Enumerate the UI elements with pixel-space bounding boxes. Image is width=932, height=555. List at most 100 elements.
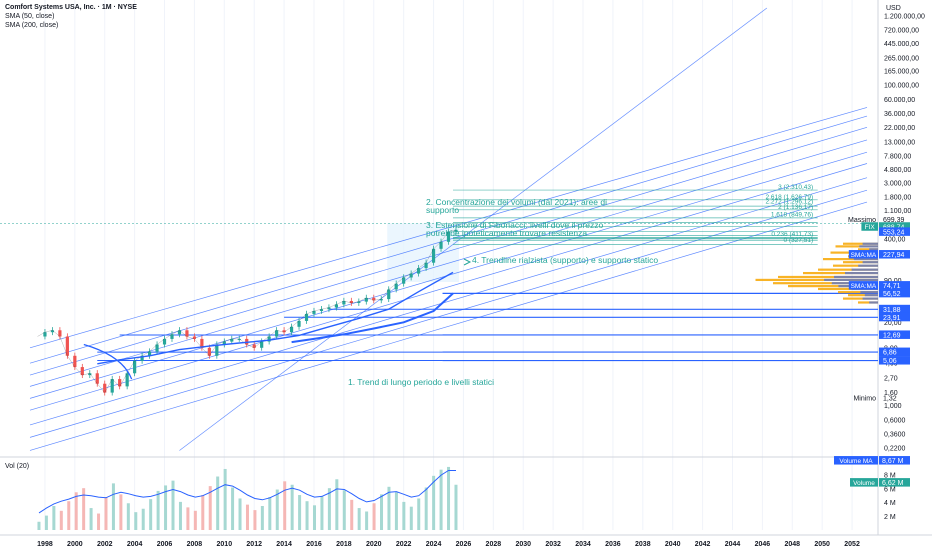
annotation-2-line2: supporto [426, 205, 459, 215]
volume-profile-bar [773, 282, 878, 285]
volume-bar [223, 468, 227, 530]
candle-body [334, 304, 339, 308]
volume-legend[interactable]: Vol (20) [5, 463, 30, 470]
fib-level-label: 0.236 (411,73) [771, 231, 813, 238]
y-tick-label: 20,00 [884, 320, 902, 327]
x-tick-label: 2034 [575, 541, 591, 548]
volume-profile-bar-down [862, 242, 878, 245]
candle-body [207, 347, 211, 356]
volume-profile-bar [843, 297, 878, 300]
candle-body [252, 344, 256, 348]
y-tick-label: 0,6000 [884, 417, 906, 424]
fib-level-label: 1.618 (849,76) [771, 211, 813, 218]
volume-bar [305, 501, 309, 530]
y-tick-label: 60.000,00 [884, 97, 915, 104]
symbol-title: Comfort Systems USA, Inc. · 1M · NYSE [5, 4, 137, 11]
axis-unit-label: USD [886, 5, 901, 12]
volume-bar [394, 492, 398, 530]
price-axis-label: 699,39 [883, 217, 905, 224]
volume-bar [67, 501, 71, 530]
volume-bar [417, 498, 421, 530]
x-tick-label: 2040 [665, 541, 681, 548]
candle-body [349, 300, 353, 303]
volume-profile-bar [778, 275, 878, 279]
volume-bar [89, 508, 93, 530]
price-axis-label-bg [879, 312, 910, 322]
price-axis-label-bg [879, 356, 910, 365]
volume-profile-bar [843, 261, 878, 264]
volume-bar [298, 495, 302, 530]
candle-body [319, 309, 324, 311]
annotation-3-line1: 3. Estensione di Fibonacci: livelli dove… [426, 220, 603, 230]
volume-bar [372, 503, 376, 530]
candle-body [110, 379, 114, 393]
volume-bar [283, 481, 287, 530]
volume-bar [201, 495, 205, 530]
volume-bar [432, 475, 436, 530]
candle-body [155, 344, 159, 352]
y-tick-label: 13.000,00 [884, 139, 915, 146]
volume-bar [290, 484, 294, 530]
candle-body [73, 355, 77, 368]
x-tick-label: 2012 [246, 541, 262, 548]
price-tag-text: SMA:MA [851, 283, 877, 290]
volume-profile-bar [818, 287, 878, 291]
volume-bar [82, 488, 86, 530]
candle-body [215, 344, 219, 356]
volume-bar [231, 487, 235, 530]
volume-profile-bar-down [853, 258, 878, 261]
volume-bar [380, 494, 384, 530]
candle-body [267, 336, 271, 342]
trend-channel-line [29, 177, 868, 426]
sma200-legend[interactable]: SMA (200, close) [5, 22, 59, 29]
volume-bar [44, 515, 48, 530]
trend-channel-line [29, 163, 868, 411]
volume-profile-bar-down [864, 294, 878, 297]
price-axis-label-bg [879, 330, 910, 339]
price-axis-label-bg [879, 304, 910, 314]
y-tick-label: 2,70 [884, 376, 898, 383]
sma50-legend[interactable]: SMA (50, close) [5, 13, 55, 20]
candle-body [402, 277, 406, 284]
volume-bar [37, 521, 41, 530]
volume-ma-value-bg [879, 456, 910, 465]
volume-tick-label: 8 M [884, 473, 896, 480]
volume-tick-label: 6 M [884, 486, 896, 493]
annotation-4-arrow [463, 258, 472, 266]
sma-arc-left [83, 343, 133, 380]
candle-body [95, 373, 99, 384]
volume-profile-bar-down [862, 261, 878, 264]
candle-body [185, 330, 189, 337]
candle-body [192, 336, 197, 339]
price-tag-bg [848, 250, 878, 259]
x-tick-label: 2018 [336, 541, 352, 548]
candle-body [80, 367, 84, 376]
fib-level-label: 0 (327,51) [784, 237, 814, 244]
candle-body [147, 351, 152, 356]
price-tag-bg [861, 222, 878, 231]
price-axis-caption: Massimo [848, 217, 876, 224]
price-tag-text: FIX [865, 224, 876, 231]
y-tick-label: 0,3600 [884, 432, 906, 439]
volume-profile-bar-down [845, 271, 878, 275]
volume-bar [126, 503, 130, 530]
volume-bar [402, 501, 406, 530]
volume-bar [171, 480, 175, 530]
y-tick-label: 1,000 [884, 403, 902, 410]
price-axis-label: 1,32 [883, 395, 897, 402]
volume-bar [312, 505, 316, 530]
candle-body [409, 273, 413, 278]
candle-body [394, 283, 398, 290]
annotation-1: 1. Trend di lungo periodo e livelli stat… [348, 377, 494, 387]
y-tick-label: 400,00 [884, 236, 906, 243]
price-axis-label-bg [879, 250, 910, 259]
volume-bar [253, 510, 257, 530]
volume-value: 6,62 M [882, 480, 904, 487]
candle-body [237, 338, 241, 340]
fib-level-label: 3 (2.310,43) [778, 184, 813, 191]
annotation-2-line1: 2. Concentrazione dei volumi (dal 2021):… [426, 197, 607, 207]
x-tick-label: 2016 [306, 541, 322, 548]
annotation-3-line2: potrebbe ipoteticamente trovare resisten… [426, 228, 587, 238]
